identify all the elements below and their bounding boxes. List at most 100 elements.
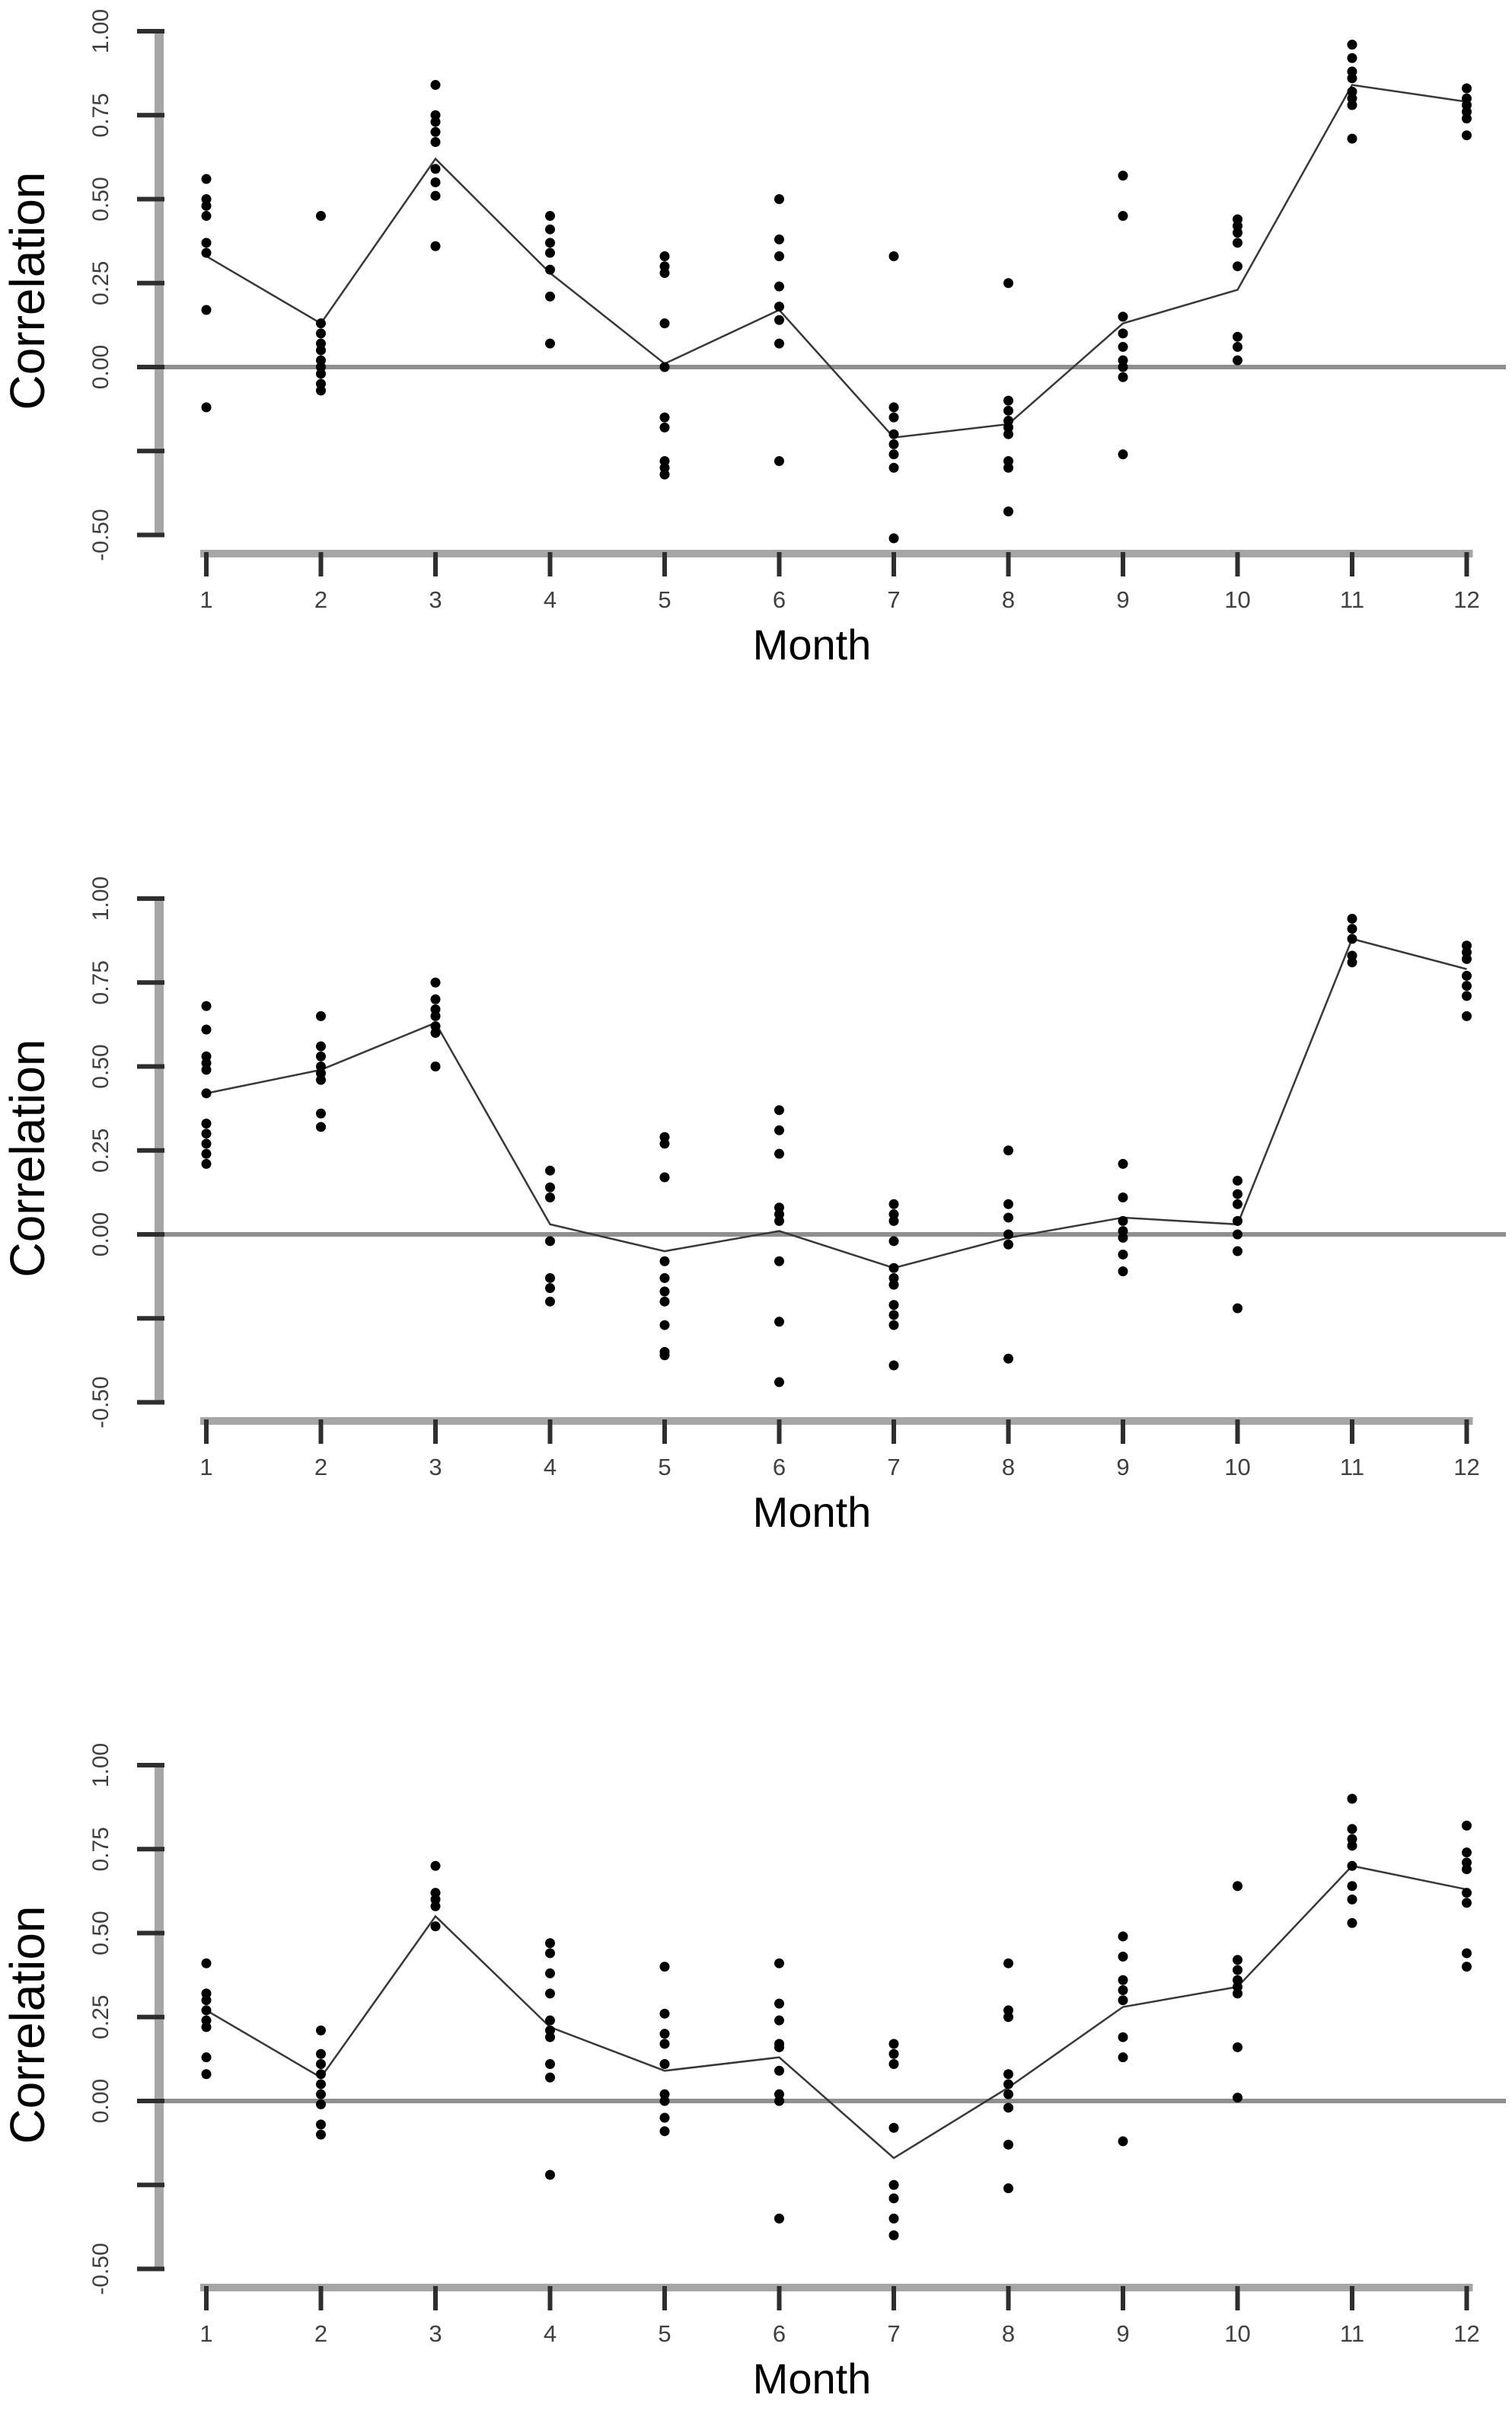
y-tick-label: 0.25 xyxy=(88,1995,113,2039)
x-axis-bar xyxy=(200,550,1473,557)
data-point xyxy=(774,2015,784,2026)
data-point xyxy=(201,1148,212,1159)
x-tick-label: 9 xyxy=(1116,2320,1129,2347)
data-point xyxy=(545,1938,555,1949)
data-point xyxy=(1118,1215,1128,1226)
x-tick-label: 3 xyxy=(429,2320,442,2347)
data-point xyxy=(774,1998,784,2009)
data-point xyxy=(430,177,441,187)
data-point xyxy=(1233,1303,1242,1314)
data-point xyxy=(888,1215,899,1226)
data-point xyxy=(888,2230,899,2240)
data-point xyxy=(659,1172,670,1183)
data-point xyxy=(430,1027,441,1038)
data-point xyxy=(1347,73,1357,84)
y-axis-title: Correlation xyxy=(0,1905,55,2144)
data-point xyxy=(316,2089,326,2099)
x-axis-bar xyxy=(200,2284,1473,2291)
data-point xyxy=(774,2042,784,2052)
data-point xyxy=(545,1948,555,1959)
data-point xyxy=(316,2048,326,2059)
data-point xyxy=(1233,1189,1242,1199)
data-point xyxy=(1462,1820,1472,1831)
data-point xyxy=(888,1236,899,1247)
data-point xyxy=(201,1995,212,2006)
data-point xyxy=(888,1263,899,1273)
data-point xyxy=(1347,40,1357,50)
data-point xyxy=(888,1199,899,1209)
data-point xyxy=(545,1192,555,1202)
data-point xyxy=(430,1011,441,1021)
data-point xyxy=(888,2039,899,2049)
data-point xyxy=(888,2193,899,2204)
data-point xyxy=(1003,429,1013,439)
data-point xyxy=(1462,970,1472,981)
x-tick-label: 1 xyxy=(199,2320,212,2347)
data-point xyxy=(316,2079,326,2090)
data-point xyxy=(1118,372,1128,382)
data-point xyxy=(774,234,784,244)
y-tick-label: -0.50 xyxy=(88,509,113,560)
y-tick-label: 0.25 xyxy=(88,1129,113,1173)
data-point xyxy=(1003,1229,1013,1240)
data-point xyxy=(774,281,784,292)
y-tick-label: -0.50 xyxy=(88,1376,113,1428)
y-axis-title: Correlation xyxy=(0,171,55,410)
data-point xyxy=(1233,1881,1242,1892)
data-point xyxy=(774,1377,784,1387)
data-point xyxy=(545,338,555,349)
data-point xyxy=(430,1921,441,1932)
data-point xyxy=(1233,2093,1242,2103)
data-point xyxy=(201,247,212,258)
data-point xyxy=(545,291,555,302)
data-point xyxy=(545,224,555,235)
data-point xyxy=(316,345,326,356)
data-point xyxy=(774,1215,784,1226)
data-point xyxy=(774,2096,784,2106)
data-point xyxy=(316,1074,326,1085)
data-point xyxy=(1233,331,1242,342)
data-point xyxy=(545,1968,555,1978)
y-tick-label: 0.75 xyxy=(88,960,113,1004)
data-point xyxy=(1347,53,1357,63)
data-point xyxy=(774,2213,784,2224)
data-point xyxy=(888,1310,899,1320)
data-point xyxy=(545,2015,555,2026)
data-point xyxy=(1003,395,1013,406)
x-tick-label: 11 xyxy=(1340,1454,1364,1480)
data-point xyxy=(888,462,899,473)
data-point xyxy=(1118,2032,1128,2042)
data-point xyxy=(316,1011,326,1021)
data-points xyxy=(201,1793,1472,2240)
data-point xyxy=(201,1958,212,1968)
y-tick-label: 0.50 xyxy=(88,1044,113,1088)
x-tick-label: 10 xyxy=(1224,2320,1250,2347)
data-point xyxy=(1347,100,1357,110)
x-tick-label: 11 xyxy=(1340,586,1364,613)
data-point xyxy=(659,2029,670,2039)
data-point xyxy=(774,338,784,349)
data-point xyxy=(1347,934,1357,944)
data-point xyxy=(430,117,441,127)
data-point xyxy=(1118,1931,1128,1942)
data-point xyxy=(1118,342,1128,353)
data-point xyxy=(430,190,441,201)
data-point xyxy=(1462,1898,1472,1908)
data-point xyxy=(201,200,212,211)
x-tick-label: 3 xyxy=(429,586,442,613)
data-point xyxy=(1003,278,1013,289)
y-tick-label: 0.00 xyxy=(88,1212,113,1256)
x-tick-label: 1 xyxy=(199,1454,212,1480)
x-axis-title: Month xyxy=(753,1488,872,1536)
data-point xyxy=(888,2122,899,2133)
data-point xyxy=(659,1320,670,1330)
y-tick-label: 1.00 xyxy=(88,876,113,921)
data-point xyxy=(316,2099,326,2109)
data-point xyxy=(1118,1266,1128,1277)
data-point xyxy=(316,2129,326,2140)
data-point xyxy=(659,2008,670,2019)
data-point xyxy=(545,211,555,222)
x-axis-ticks: 1 2 3 4 5 6 7 8 9 10 11 12 xyxy=(199,552,1480,613)
data-point xyxy=(659,268,670,279)
x-axis-bar xyxy=(200,1417,1473,1425)
